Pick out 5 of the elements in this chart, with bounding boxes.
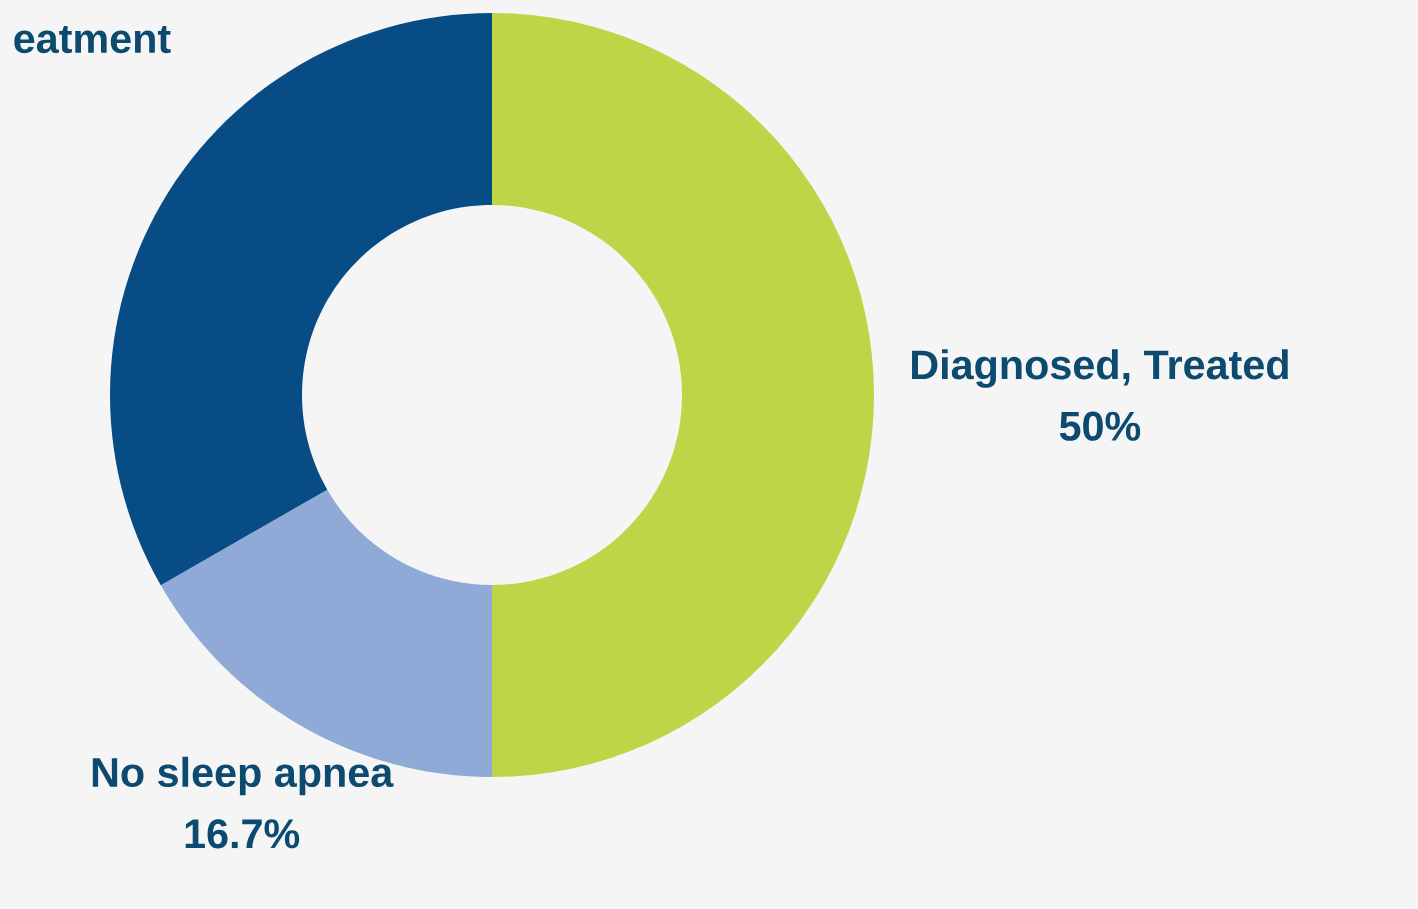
slice-label: eatment: [14, 25, 171, 54]
data-label: 50%: [1059, 411, 1141, 441]
slice-label: No sleep apnea: [92, 756, 394, 796]
data-label: 16.7%: [185, 819, 300, 849]
slice-label: Diagnosed, Treated: [912, 349, 1288, 388]
